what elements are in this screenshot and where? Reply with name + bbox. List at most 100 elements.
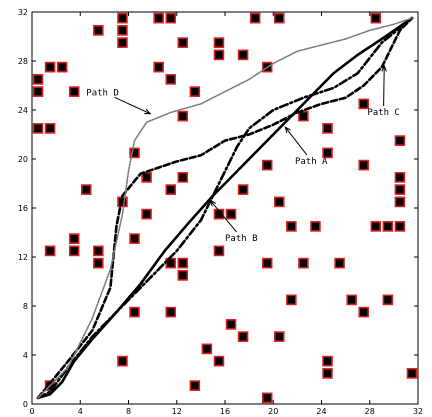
obstacle-cell bbox=[394, 221, 406, 232]
obstacle-cell bbox=[274, 196, 285, 208]
obstacle-cell bbox=[225, 319, 237, 330]
obstacle-cell bbox=[322, 355, 333, 367]
obstacle-cell bbox=[177, 257, 189, 269]
annotation-arrow-path-a bbox=[284, 126, 308, 156]
obstacle-cell bbox=[68, 245, 80, 257]
annotation-label-path-d: Path D bbox=[86, 88, 119, 98]
x-tick-label: 20 bbox=[268, 407, 278, 416]
obstacle-cell bbox=[261, 159, 273, 171]
annotation-label-path-b: Path B bbox=[225, 234, 258, 244]
obstacle-cell bbox=[322, 368, 333, 379]
obstacle-cell bbox=[141, 172, 152, 183]
y-tick-label: 8 bbox=[23, 302, 28, 311]
y-tick-label: 0 bbox=[23, 400, 28, 409]
obstacle-cell bbox=[189, 86, 201, 97]
obstacle-cell bbox=[44, 61, 56, 73]
y-tick-label: 24 bbox=[18, 106, 28, 115]
obstacle-cell bbox=[177, 270, 189, 281]
obstacle-cell bbox=[129, 147, 140, 159]
annotation-arrowhead-path-c bbox=[381, 64, 387, 72]
annotation-layer: Path D Path A Path B Path C bbox=[86, 64, 400, 244]
obstacle-cell bbox=[32, 86, 44, 97]
obstacle-cell bbox=[394, 172, 406, 183]
x-tick-label: 0 bbox=[29, 407, 34, 416]
obstacle-cell bbox=[117, 25, 128, 36]
x-tick-label: 12 bbox=[172, 407, 182, 416]
y-tick-label: 16 bbox=[18, 204, 28, 213]
obstacle-cell bbox=[32, 74, 44, 85]
annotation-arrow-path-c bbox=[383, 65, 385, 106]
obstacle-cell bbox=[382, 294, 394, 306]
obstacle-cell bbox=[32, 123, 44, 134]
obstacle-cell bbox=[249, 12, 261, 24]
obstacle-cell bbox=[153, 12, 164, 24]
obstacle-cell bbox=[165, 184, 176, 195]
y-tick-label: 20 bbox=[18, 155, 28, 164]
series-path-d bbox=[37, 17, 413, 399]
obstacle-cell bbox=[213, 49, 225, 61]
obstacle-cell bbox=[153, 61, 164, 73]
annotation-arrowhead-path-d bbox=[144, 108, 152, 115]
annotation-arrowhead-path-b bbox=[209, 199, 217, 207]
obstacle-cell bbox=[370, 221, 382, 232]
obstacle-cell bbox=[237, 184, 249, 195]
obstacle-cell bbox=[165, 257, 176, 269]
annotation-arrow-path-b bbox=[210, 200, 238, 233]
obstacle-cell bbox=[394, 196, 406, 208]
obstacle-layer bbox=[32, 12, 418, 404]
obstacle-cell bbox=[358, 306, 369, 318]
obstacle-cell bbox=[298, 257, 309, 269]
obstacle-cell bbox=[322, 147, 333, 159]
x-tick-label: 28 bbox=[365, 407, 375, 416]
obstacle-cell bbox=[93, 257, 104, 269]
obstacle-cell bbox=[237, 49, 249, 61]
y-tick-label: 4 bbox=[23, 351, 28, 360]
obstacle-cell bbox=[68, 233, 80, 244]
obstacle-cell bbox=[165, 12, 176, 24]
obstacle-cell bbox=[117, 12, 128, 24]
obstacle-cell bbox=[225, 208, 237, 220]
obstacle-cell bbox=[237, 331, 249, 342]
obstacle-cell bbox=[322, 123, 333, 134]
obstacle-cell bbox=[310, 221, 321, 232]
obstacle-cell bbox=[129, 306, 140, 318]
obstacle-cell bbox=[201, 343, 213, 355]
obstacle-cell bbox=[286, 221, 297, 232]
tick-layer: 0 4 8 12 16 20 24 28 32 0 4 8 12 16 20 24 28 32 bbox=[18, 8, 423, 416]
obstacle-cell bbox=[56, 61, 68, 73]
series-path-b bbox=[36, 16, 414, 400]
obstacle-cell bbox=[274, 12, 285, 24]
x-tick-label: 24 bbox=[316, 407, 326, 416]
annotation-arrowhead-path-a bbox=[284, 126, 291, 134]
obstacle-cell bbox=[68, 86, 80, 97]
obstacle-cell bbox=[213, 355, 225, 367]
series-path-c bbox=[36, 16, 414, 400]
y-tick-label: 12 bbox=[18, 253, 28, 262]
obstacle-cell bbox=[141, 208, 152, 220]
obstacle-cell bbox=[165, 74, 176, 85]
obstacle-cell bbox=[117, 355, 128, 367]
annotation-arrow-path-d bbox=[114, 96, 151, 115]
obstacle-cell bbox=[177, 172, 189, 183]
obstacle-cell bbox=[213, 208, 225, 220]
obstacle-cell bbox=[129, 233, 140, 244]
obstacle-cell bbox=[93, 245, 104, 257]
obstacle-cell bbox=[81, 184, 92, 195]
x-tick-label: 32 bbox=[413, 407, 423, 416]
obstacle-cell bbox=[44, 123, 56, 134]
y-tick-label: 28 bbox=[18, 57, 28, 66]
y-tick-label: 32 bbox=[18, 8, 28, 17]
obstacle-cell bbox=[382, 221, 394, 232]
obstacle-cell bbox=[298, 110, 309, 122]
x-tick-label: 8 bbox=[126, 407, 131, 416]
obstacle-cell bbox=[358, 159, 369, 171]
obstacle-cell bbox=[286, 294, 297, 306]
obstacle-cell bbox=[334, 257, 345, 269]
annotation-label-path-c: Path C bbox=[367, 108, 400, 118]
obstacle-cell bbox=[346, 294, 357, 306]
obstacle-cell bbox=[261, 257, 273, 269]
obstacle-cell bbox=[93, 25, 104, 36]
obstacle-cell bbox=[213, 37, 225, 48]
series-path-a bbox=[36, 16, 414, 400]
